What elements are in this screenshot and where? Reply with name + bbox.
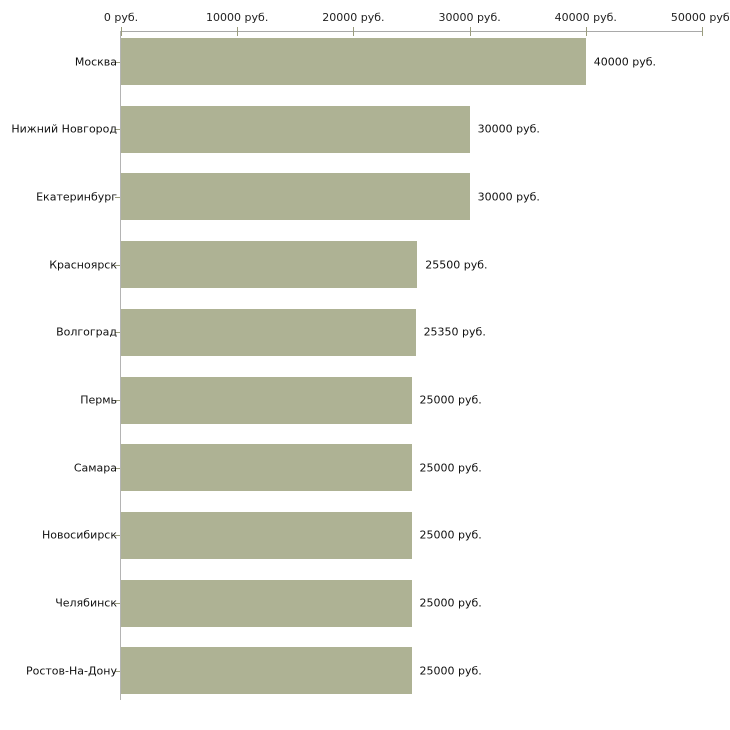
x-axis-line (121, 31, 702, 32)
x-axis-tick (353, 27, 355, 36)
bar[interactable] (121, 105, 470, 153)
bar[interactable] (121, 308, 416, 356)
y-axis-tick (115, 603, 120, 604)
bar-value-label: 25350 руб. (423, 325, 486, 339)
y-axis-tick (115, 129, 120, 130)
x-axis-tick (237, 27, 239, 36)
category-label: Челябинск (55, 596, 117, 610)
category-label: Нижний Новгород (11, 122, 117, 136)
category-label: Новосибирск (41, 528, 117, 542)
bar[interactable] (121, 647, 412, 695)
category-label: Волгоград (56, 325, 117, 339)
x-axis-tick (469, 27, 471, 36)
x-axis-tick-label: 30000 руб. (438, 11, 501, 24)
bar-value-label: 25000 руб. (419, 393, 482, 407)
bar-value-label: 25500 руб. (425, 258, 488, 272)
y-axis-tick (115, 400, 120, 401)
bar-value-label: 25000 руб. (419, 528, 482, 542)
x-axis-tick (702, 27, 703, 36)
category-label: Красноярск (49, 258, 117, 272)
bar-value-label: 25000 руб. (419, 461, 482, 475)
x-axis-tick-label: 50000 руб. (670, 11, 730, 24)
bar[interactable] (121, 241, 418, 289)
bar-value-label: 40000 руб. (593, 55, 657, 68)
bar[interactable] (121, 38, 586, 85)
x-axis-tick-label: 0 руб. (103, 11, 139, 24)
category-label: Ростов-На-Дону (25, 664, 117, 678)
x-axis-tick-label: 40000 руб. (554, 11, 617, 24)
bar-value-label: 30000 руб. (477, 122, 540, 136)
x-axis-tick (121, 27, 122, 36)
y-axis-tick (115, 197, 120, 198)
bar-value-label: 30000 руб. (477, 190, 540, 204)
x-axis-tick-label: 20000 руб. (322, 11, 385, 24)
y-axis-tick (115, 468, 120, 469)
y-axis-line (120, 31, 121, 700)
category-label: Самара (73, 461, 117, 475)
category-label: Пермь (80, 393, 117, 407)
x-axis-tick (585, 27, 587, 36)
y-axis-tick (115, 62, 120, 63)
bar[interactable] (121, 444, 412, 492)
y-axis-tick (115, 535, 120, 536)
bar-value-label: 25000 руб. (419, 596, 482, 610)
bar[interactable] (121, 173, 470, 221)
bar[interactable] (121, 511, 412, 559)
bar[interactable] (121, 579, 412, 627)
category-label: Екатеринбург (36, 190, 117, 204)
x-axis-tick-label: 10000 руб. (206, 11, 269, 24)
bar-value-label: 25000 руб. (419, 664, 482, 678)
category-label: Москва (74, 55, 117, 68)
y-axis-tick (115, 265, 120, 266)
y-axis-tick (115, 671, 120, 672)
bar[interactable] (121, 376, 412, 424)
y-axis-tick (115, 332, 120, 333)
